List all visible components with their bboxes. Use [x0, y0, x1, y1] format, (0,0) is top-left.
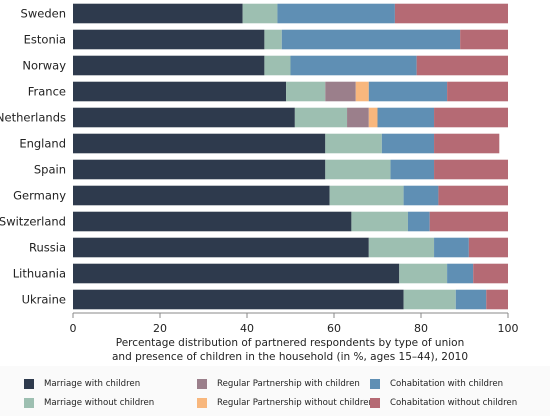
legend-item-regular-partnership-without-children: Regular Partnership without children: [197, 396, 374, 410]
legend-swatch: [197, 398, 207, 408]
legend-label: Cohabitation without children: [390, 398, 518, 408]
legend-item-cohabitation-without-children: Cohabitation without children: [370, 396, 517, 410]
x-axis-ticks: 0 20 40 60 80 100: [70, 313, 519, 335]
x-axis-label-line1: Percentage distribution of partnered res…: [116, 337, 464, 349]
bar-netherlands-marriage-without-children: [294, 107, 348, 128]
bar-england-marriage-without-children: [325, 133, 382, 154]
bar-ukraine-cohabitation-without-children: [486, 289, 508, 310]
bar-sweden-marriage-without-children: [242, 3, 278, 24]
legend: Marriage with children Marriage without …: [0, 366, 550, 416]
bar-switzerland-cohabitation-without-children: [429, 211, 508, 232]
bar-germany-cohabitation-with-children: [403, 185, 439, 206]
x-tick-label: 100: [498, 322, 519, 335]
legend-swatch: [24, 398, 34, 408]
category-label-germany: Germany: [13, 189, 66, 203]
bar-france-regular-partnership-without-children: [355, 81, 369, 102]
bar-france-cohabitation-without-children: [447, 81, 508, 102]
category-label-norway: Norway: [22, 59, 66, 73]
legend-swatch: [197, 379, 207, 389]
legend-item-marriage-without-children: Marriage without children: [24, 396, 154, 410]
bar-ukraine-cohabitation-with-children: [455, 289, 487, 310]
legend-swatch: [370, 398, 380, 408]
bar-netherlands-cohabitation-without-children: [434, 107, 508, 128]
category-label-sweden: Sweden: [21, 7, 66, 21]
bar-switzerland-marriage-with-children: [73, 211, 352, 232]
bar-russia-marriage-with-children: [73, 237, 369, 258]
bar-netherlands-marriage-with-children: [73, 107, 295, 128]
bar-spain-marriage-without-children: [325, 159, 391, 180]
bar-lithuania-cohabitation-without-children: [473, 263, 508, 284]
x-tick-label: 60: [327, 322, 341, 335]
legend-label: Regular Partnership without children: [217, 398, 374, 408]
bar-estonia-marriage-without-children: [264, 29, 282, 50]
bar-germany-marriage-with-children: [73, 185, 330, 206]
bar-germany-marriage-without-children: [329, 185, 404, 206]
category-label-netherlands: Netherlands: [0, 111, 66, 125]
bar-russia-cohabitation-with-children: [434, 237, 469, 258]
bar-spain-marriage-with-children: [73, 159, 326, 180]
bar-ukraine-marriage-without-children: [403, 289, 456, 310]
legend-label: Cohabitation with children: [390, 379, 504, 389]
bar-lithuania-marriage-without-children: [399, 263, 448, 284]
bar-sweden-cohabitation-with-children: [277, 3, 395, 24]
x-tick-label: 0: [70, 322, 77, 335]
bar-estonia-marriage-with-children: [73, 29, 265, 50]
category-label-lithuania: Lithuania: [13, 267, 66, 281]
bar-lithuania-cohabitation-with-children: [447, 263, 474, 284]
bar-netherlands-regular-partnership-without-children: [368, 107, 378, 128]
x-axis-label-line2: and presence of children in the househol…: [112, 351, 468, 363]
bar-ukraine-marriage-with-children: [73, 289, 404, 310]
category-label-england: England: [19, 137, 66, 151]
bar-france-marriage-with-children: [73, 81, 287, 102]
bar-spain-cohabitation-with-children: [390, 159, 435, 180]
bar-netherlands-cohabitation-with-children: [377, 107, 435, 128]
bar-germany-cohabitation-without-children: [438, 185, 508, 206]
legend-label: Regular Partnership with children: [217, 379, 360, 389]
bar-sweden-marriage-with-children: [73, 3, 243, 24]
bar-russia-marriage-without-children: [368, 237, 435, 258]
bar-norway-marriage-with-children: [73, 55, 265, 76]
legend-swatch: [370, 379, 380, 389]
bar-switzerland-marriage-without-children: [351, 211, 408, 232]
legend-item-marriage-with-children: Marriage with children: [24, 377, 140, 391]
bar-england-cohabitation-without-children: [434, 133, 500, 154]
bar-norway-marriage-without-children: [264, 55, 291, 76]
bar-estonia-cohabitation-without-children: [460, 29, 508, 50]
bar-france-cohabitation-with-children: [368, 81, 448, 102]
legend-item-regular-partnership-with-children: Regular Partnership with children: [197, 377, 360, 391]
category-label-switzerland: Switzerland: [0, 215, 66, 229]
bar-norway-cohabitation-without-children: [416, 55, 508, 76]
legend-swatch: [24, 379, 34, 389]
category-label-estonia: Estonia: [24, 33, 66, 47]
plot-area: Sweden Estonia Norway France Netherlands Engl…: [0, 3, 508, 310]
category-label-spain: Spain: [34, 163, 66, 177]
bar-netherlands-regular-partnership-with-children: [347, 107, 369, 128]
bar-sweden-cohabitation-without-children: [394, 3, 508, 24]
bar-england-cohabitation-with-children: [381, 133, 435, 154]
x-tick-label: 20: [153, 322, 167, 335]
legend-label: Marriage with children: [44, 379, 141, 389]
bar-france-regular-partnership-with-children: [325, 81, 356, 102]
bar-lithuania-marriage-with-children: [73, 263, 400, 284]
legend-item-cohabitation-with-children: Cohabitation with children: [370, 377, 503, 391]
bar-estonia-cohabitation-with-children: [281, 29, 461, 50]
category-label-russia: Russia: [29, 241, 66, 255]
category-label-france: France: [28, 85, 66, 99]
bar-england-marriage-with-children: [73, 133, 326, 154]
bar-russia-cohabitation-without-children: [468, 237, 508, 258]
legend-label: Marriage without children: [44, 398, 155, 408]
bar-spain-cohabitation-without-children: [434, 159, 508, 180]
x-tick-label: 40: [240, 322, 254, 335]
bar-france-marriage-without-children: [286, 81, 326, 102]
x-tick-label: 80: [414, 322, 428, 335]
bar-norway-cohabitation-with-children: [290, 55, 417, 76]
category-label-ukraine: Ukraine: [22, 293, 66, 307]
bar-switzerland-cohabitation-with-children: [407, 211, 430, 232]
